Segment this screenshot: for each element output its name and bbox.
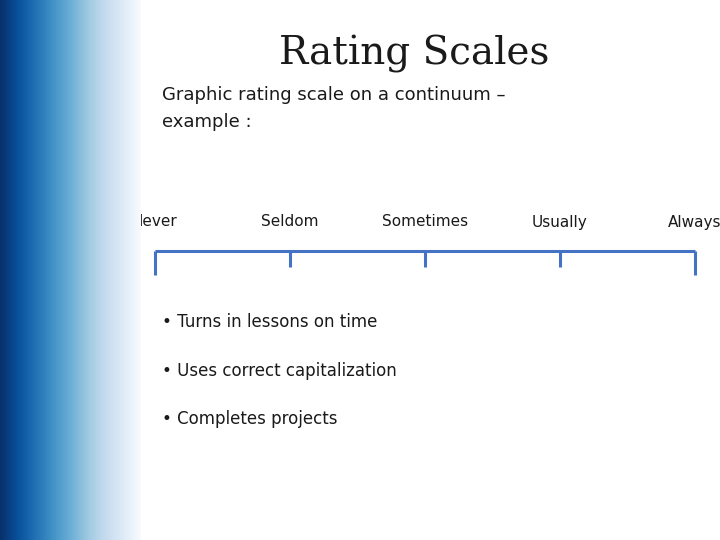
Bar bbox=[4, 0, 7, 540]
Bar bbox=[73, 0, 77, 540]
Bar bbox=[49, 0, 53, 540]
Text: Usually: Usually bbox=[532, 214, 588, 230]
Text: Sometimes: Sometimes bbox=[382, 214, 468, 230]
Bar bbox=[95, 0, 98, 540]
Bar bbox=[17, 0, 21, 540]
Bar bbox=[91, 0, 95, 540]
Text: Graphic rating scale on a continuum –
example :: Graphic rating scale on a continuum – ex… bbox=[162, 86, 505, 131]
Bar bbox=[112, 0, 116, 540]
Bar bbox=[140, 0, 720, 540]
Bar bbox=[0, 0, 4, 540]
Text: • Completes projects: • Completes projects bbox=[162, 410, 338, 428]
Bar bbox=[77, 0, 81, 540]
Bar bbox=[81, 0, 84, 540]
Bar bbox=[127, 0, 130, 540]
Text: Never: Never bbox=[132, 214, 178, 230]
Bar bbox=[130, 0, 133, 540]
Bar bbox=[102, 0, 105, 540]
Bar bbox=[120, 0, 123, 540]
Bar bbox=[98, 0, 102, 540]
Bar bbox=[56, 0, 60, 540]
Bar bbox=[123, 0, 127, 540]
Bar bbox=[116, 0, 120, 540]
Bar bbox=[14, 0, 17, 540]
Bar bbox=[137, 0, 140, 540]
Bar bbox=[28, 0, 32, 540]
Bar bbox=[84, 0, 88, 540]
Bar bbox=[24, 0, 28, 540]
Text: Always: Always bbox=[668, 214, 720, 230]
Bar bbox=[42, 0, 45, 540]
Bar bbox=[63, 0, 67, 540]
Text: Rating Scales: Rating Scales bbox=[279, 35, 549, 73]
Bar bbox=[32, 0, 35, 540]
Bar bbox=[133, 0, 137, 540]
Bar bbox=[11, 0, 14, 540]
Bar bbox=[71, 0, 73, 540]
Text: • Turns in lessons on time: • Turns in lessons on time bbox=[162, 313, 377, 331]
Bar bbox=[60, 0, 63, 540]
Bar bbox=[109, 0, 112, 540]
Bar bbox=[21, 0, 24, 540]
Text: • Uses correct capitalization: • Uses correct capitalization bbox=[162, 362, 397, 380]
Bar bbox=[105, 0, 109, 540]
Bar bbox=[35, 0, 39, 540]
Bar bbox=[7, 0, 11, 540]
Text: Seldom: Seldom bbox=[261, 214, 318, 230]
Bar bbox=[39, 0, 42, 540]
Bar bbox=[53, 0, 56, 540]
Bar bbox=[67, 0, 71, 540]
Bar bbox=[88, 0, 91, 540]
Bar bbox=[45, 0, 49, 540]
